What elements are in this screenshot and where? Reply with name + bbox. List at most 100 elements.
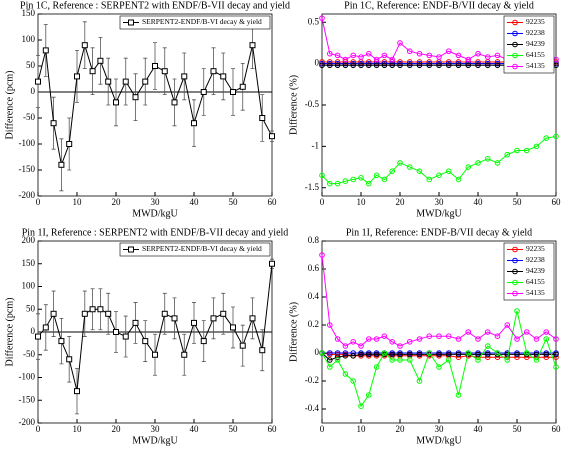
data-point: [319, 172, 325, 179]
data-point: [97, 306, 104, 313]
x-tick-label: 20: [112, 424, 122, 434]
data-point: [397, 40, 403, 46]
data-point: [358, 60, 364, 67]
data-point: [373, 364, 380, 370]
data-point: [42, 324, 49, 331]
y-tick-label: 0.6: [308, 263, 320, 273]
data-point: [239, 342, 246, 349]
data-point: [366, 180, 372, 187]
data-point: [543, 336, 550, 342]
y-axis-label: Difference (pcm): [4, 298, 15, 367]
legend-marker: [128, 246, 134, 253]
data-point: [81, 42, 88, 49]
data-point: [50, 120, 57, 127]
legend-marker: [512, 30, 518, 37]
legend-marker: [512, 290, 518, 297]
data-point: [406, 164, 413, 170]
y-tick-label: 0: [31, 86, 36, 96]
data-point: [426, 60, 433, 67]
data-point: [66, 356, 73, 363]
x-tick-label: 60: [552, 424, 562, 434]
data-point: [406, 48, 413, 55]
legend-marker: [512, 257, 518, 264]
y-tick-label: 50: [26, 60, 36, 70]
data-point: [436, 364, 442, 370]
y-tick-label: 0: [31, 326, 36, 336]
data-point: [327, 350, 333, 356]
plot-frame: [37, 13, 273, 197]
x-tick-label: 40: [474, 197, 484, 207]
data-point: [484, 54, 491, 60]
data-point: [475, 351, 481, 358]
data-point: [436, 333, 442, 339]
y-tick-label: 0.8: [308, 235, 320, 245]
data-point: [74, 388, 80, 395]
y-tick-label: -0.5: [305, 99, 320, 109]
data-point: [426, 333, 433, 339]
data-point: [514, 351, 520, 358]
data-point: [350, 52, 356, 59]
x-tick-label: 50: [513, 197, 523, 207]
legend-label: SERPENT2-ENDF/B-VI decay & yield: [142, 244, 262, 253]
data-point: [445, 333, 452, 339]
data-point: [358, 343, 364, 349]
legend-label: SERPENT2-ENDF/B-VI decay & yield: [142, 17, 262, 26]
data-point: [191, 120, 197, 127]
data-point: [475, 60, 481, 67]
y-axis-label: Difference (pcm): [4, 71, 15, 140]
data-point: [475, 62, 481, 69]
data-point: [191, 319, 197, 326]
data-point: [350, 60, 356, 67]
data-point: [426, 176, 433, 183]
data-point: [475, 336, 481, 342]
data-point: [350, 353, 356, 359]
y-tick-label: -200: [19, 417, 36, 427]
data-point: [50, 310, 57, 317]
x-axis-label: MWD/kgU: [416, 208, 462, 219]
data-point: [494, 62, 501, 69]
data-point: [406, 62, 413, 69]
data-point: [373, 351, 380, 358]
data-point: [58, 338, 65, 345]
data-point: [181, 351, 188, 358]
data-point: [397, 59, 403, 65]
x-tick-label: 20: [396, 197, 406, 207]
y-tick-label: 50: [26, 303, 36, 313]
data-point: [152, 351, 158, 358]
data-point: [366, 336, 372, 342]
data-point: [397, 160, 403, 166]
data-point: [342, 56, 349, 63]
data-point: [436, 54, 442, 60]
data-point: [455, 59, 462, 65]
y-tick-label: -100: [19, 138, 36, 148]
legend-label: 94239: [526, 39, 545, 48]
data-point: [455, 62, 462, 69]
data-point: [327, 60, 333, 67]
data-point: [416, 59, 423, 65]
data-point: [397, 357, 403, 363]
data-point: [220, 73, 227, 80]
data-point: [426, 59, 433, 65]
data-point: [445, 59, 452, 65]
data-point: [416, 336, 423, 342]
data-point: [259, 347, 266, 354]
data-point: [230, 324, 236, 331]
y-tick-label: 0.4: [308, 291, 320, 301]
x-tick-label: 30: [151, 424, 161, 434]
data-point: [319, 60, 325, 67]
data-point: [327, 357, 333, 363]
data-point: [381, 59, 388, 65]
data-point: [327, 180, 333, 187]
data-point: [543, 351, 550, 358]
legend-marker: [512, 246, 518, 253]
legend-label: 54135: [526, 288, 545, 297]
x-tick-label: 10: [357, 197, 367, 207]
data-point: [543, 329, 550, 335]
data-point: [514, 308, 520, 314]
legend-marker: [128, 19, 134, 26]
data-point: [230, 89, 236, 95]
chart-panel: Pin 1C, Reference: ENDF-B/VII decay & yi…: [288, 0, 561, 219]
data-point: [269, 260, 275, 267]
series-line: [321, 310, 557, 408]
data-point: [373, 56, 380, 63]
